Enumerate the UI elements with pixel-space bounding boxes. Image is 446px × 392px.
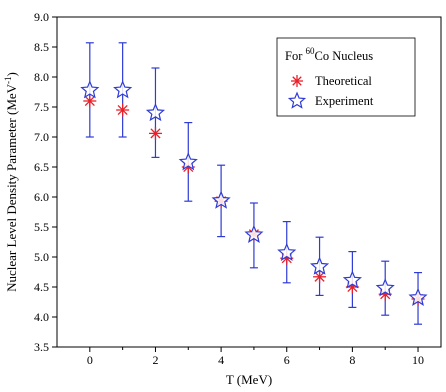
y-tick-label: 7.0 (34, 130, 49, 144)
x-tick-label: 8 (349, 353, 355, 367)
data-markers (80, 80, 428, 306)
y-tick-label: 8.0 (34, 70, 49, 84)
y-axis-title-main: Nuclear Level Density Parameter (MeV (4, 83, 19, 292)
tick-labels: 0 2 4 6 8 10 3.5 4.0 4.5 5.0 5.5 6.0 6.5 7.0 7.5 8.0 8.5… (34, 10, 424, 367)
experiment-point (277, 242, 297, 261)
x-axis-title: T (MeV) (226, 372, 272, 387)
y-axis-title-close: ) (4, 72, 19, 76)
legend-marker-theoretical (291, 75, 303, 87)
legend-label: Theoretical (315, 74, 372, 88)
legend-title-sup: 60 (306, 46, 316, 56)
y-tick-label: 8.5 (34, 40, 49, 54)
experiment-point (211, 190, 231, 209)
legend-marker-experiment (287, 91, 307, 109)
legend-title: For 60Co Nucleus (285, 46, 373, 63)
y-tick-label: 3.5 (34, 340, 49, 354)
y-tick-label: 7.5 (34, 100, 49, 114)
experiment-point (113, 80, 133, 99)
y-tick-label: 6.0 (34, 190, 49, 204)
legend-label: Experiment (315, 94, 374, 108)
y-tick-label: 4.5 (34, 280, 49, 294)
y-tick-label: 6.5 (34, 160, 49, 174)
x-tick-label: 6 (284, 353, 290, 367)
experiment-point (408, 287, 428, 306)
legend: For 60Co Nucleus Theoretical Experiment (276, 37, 416, 117)
theoretical-point (116, 103, 130, 117)
experiment-point (244, 224, 264, 243)
experiment-point (178, 152, 198, 171)
y-axis-title-sup: -1 (3, 76, 13, 84)
asterisk-stroke (117, 104, 128, 116)
y-tick-label: 9.0 (34, 10, 49, 24)
y-tick-label: 5.5 (34, 220, 49, 234)
y-tick-label: 4.0 (34, 310, 49, 324)
legend-title-prefix: For (285, 49, 306, 63)
asterisk-stroke (84, 95, 95, 107)
legend-entries: Theoretical Experiment (287, 74, 374, 109)
experiment-point (342, 270, 362, 289)
y-tick-label: 5.0 (34, 250, 49, 264)
y-axis-title: Nuclear Level Density Parameter (MeV-1) (3, 72, 19, 292)
theoretical-point (148, 126, 162, 140)
x-tick-label: 0 (87, 353, 93, 367)
theoretical-point (83, 94, 97, 108)
experiment-point (375, 278, 395, 297)
x-tick-label: 10 (412, 353, 424, 367)
asterisk-stroke (150, 128, 161, 139)
legend-title-suffix: Co Nucleus (315, 49, 374, 63)
experiment-point (145, 102, 166, 122)
experiment-point (309, 256, 330, 275)
theoretical-point (313, 270, 327, 284)
x-tick-label: 4 (218, 353, 224, 367)
experiment-point (80, 80, 100, 99)
asterisk-stroke (292, 76, 302, 86)
x-tick-label: 2 (152, 353, 158, 367)
asterisk-stroke (314, 271, 325, 282)
plot-frame (56, 16, 442, 348)
